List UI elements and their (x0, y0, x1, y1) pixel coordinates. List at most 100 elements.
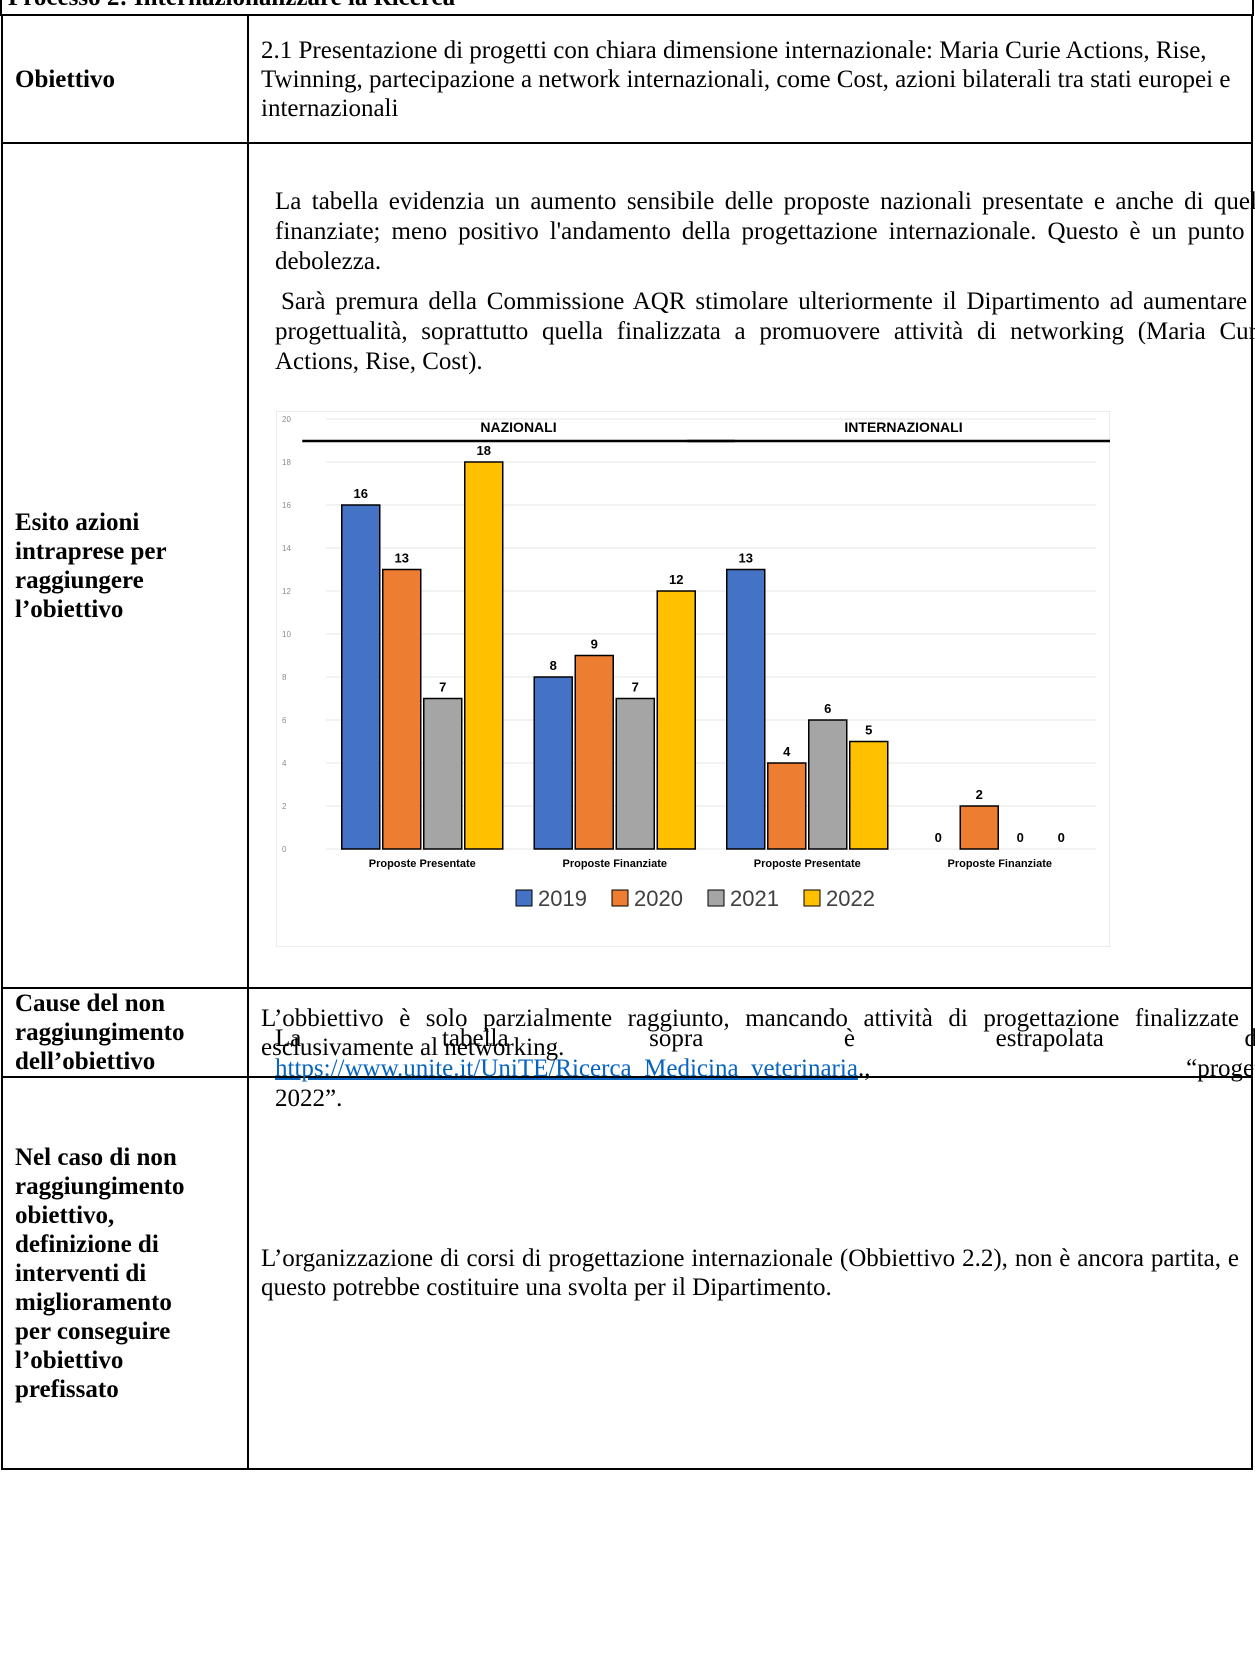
legend-swatch (515, 889, 533, 907)
y-tick-label: 2 (282, 802, 287, 811)
obiettivo-label: Obiettivo (1, 14, 249, 144)
source-link[interactable]: https://www.unite.it/UniTE/Ricerca_Medic… (275, 1055, 858, 1082)
bar-data-label: 13 (739, 551, 753, 566)
y-tick-label: 10 (282, 630, 291, 639)
cite-after-link: ., (857, 1055, 871, 1082)
bar-data-label: 5 (865, 723, 872, 738)
interventi-label-line: raggiungimento (15, 1172, 185, 1200)
y-tick-label: 0 (282, 845, 287, 854)
bar-data-label: 4 (783, 744, 791, 759)
bar-data-label: 7 (632, 680, 639, 695)
citation-line-3: 2022”. (275, 1085, 343, 1112)
report-table: Obiettivo 2.1 Presentazione di progetti … (1, 14, 1255, 1470)
bar-data-label: 8 (550, 658, 557, 673)
cite-link-group: https://www.unite.it/UniTE/Ricerca_Medic… (275, 1054, 870, 1084)
interventi-label-line: interventi di (15, 1259, 147, 1287)
cause-label: Cause del non raggiungimento dell’obiett… (1, 987, 249, 1078)
cite-word: dal (1244, 1025, 1255, 1052)
y-tick-label: 14 (282, 544, 291, 553)
page-title: Processo 2: Internazionalizzare la Ricer… (8, 0, 455, 12)
legend-label: 2019 (538, 886, 587, 911)
bar-data-label: 6 (824, 701, 831, 716)
bar-data-label: 12 (669, 572, 683, 587)
y-tick-label: 8 (282, 673, 287, 682)
category-label: Proposte Presentate (369, 858, 476, 870)
interventi-label-line: Nel caso di non (15, 1143, 177, 1171)
esito-paragraph-2: Sarà premura della Commissione AQR stimo… (275, 288, 1255, 375)
interventi-label-line: prefissato (15, 1375, 119, 1403)
bar (849, 740, 889, 850)
cause-label-line: dell’obiettivo (15, 1048, 156, 1075)
cite-word: estrapolata (995, 1025, 1104, 1052)
row-interventi: Nel caso di non raggiungimento obiettivo… (1, 1076, 1253, 1470)
y-tick-label: 18 (282, 458, 291, 467)
interventi-label-line: per conseguire (15, 1317, 171, 1345)
bar (656, 590, 696, 850)
bar-data-label: 7 (439, 680, 446, 695)
esito-paragraph-1: La tabella evidenzia un aumento sensibil… (275, 188, 1255, 275)
cause-text: L’obbiettivo è solo parzialmente raggiun… (247, 987, 1253, 1078)
obiettivo-text: 2.1 Presentazione di progetti con chiara… (247, 14, 1253, 144)
esito-label-line: intraprese per (15, 537, 167, 565)
bar (423, 697, 463, 850)
bar (341, 504, 381, 850)
cite-word: tabella (441, 1025, 509, 1052)
category-label: Proposte Finanziate (562, 858, 667, 870)
interventi-label-line: l’obiettivo (15, 1346, 124, 1374)
esito-content: La tabella evidenzia un aumento sensibil… (247, 142, 1255, 1112)
group-header: NAZIONALI (480, 419, 556, 435)
y-tick-label: 20 (282, 415, 291, 424)
bar (808, 719, 848, 850)
cite-word: sopra (649, 1025, 704, 1052)
legend-swatch (611, 889, 629, 907)
bar-data-label: 2 (976, 787, 983, 802)
esito-label: Esito azioni intraprese per raggiungere … (1, 142, 249, 989)
projects-chart: 0 2 4 6 8 10 12 14 16 18 20 NAZIONALI INTERNAZIONAL… (275, 410, 1120, 948)
source-citation: La tabella sopra è estrapolata dal https… (275, 1024, 1255, 1114)
cite-word: è (843, 1025, 856, 1052)
legend-label: 2022 (826, 886, 875, 911)
bar-data-label: 0 (1058, 830, 1065, 845)
cite-quote-a: “progetti (1186, 1055, 1255, 1082)
bar-data-label: 0 (935, 830, 942, 845)
interventi-text: L’organizzazione di corsi di progettazio… (247, 1076, 1253, 1470)
row-cause: Cause del non raggiungimento dell’obiett… (1, 987, 1253, 1078)
bar-data-label: 18 (477, 443, 491, 458)
y-tick-label: 12 (282, 587, 291, 596)
bar-data-label: 13 (395, 551, 409, 566)
citation-line-2: https://www.unite.it/UniTE/Ricerca_Medic… (275, 1054, 1255, 1084)
legend-swatch (803, 889, 821, 907)
group-header: INTERNAZIONALI (844, 419, 962, 435)
cause-label-line: Cause del non (15, 990, 166, 1017)
y-tick-label: 6 (282, 716, 287, 725)
esito-label-line: raggiungere (15, 566, 144, 594)
bar (382, 568, 422, 850)
y-tick-label: 4 (282, 759, 287, 768)
citation-line-1: La tabella sopra è estrapolata dal (275, 1024, 1255, 1054)
bar (959, 805, 999, 850)
category-label: Proposte Finanziate (947, 858, 1052, 870)
interventi-label-line: obiettivo, (15, 1201, 115, 1229)
cause-label-line: raggiungimento (15, 1019, 185, 1046)
category-label: Proposte Presentate (754, 858, 861, 870)
bar (533, 676, 573, 850)
legend-swatch (707, 889, 725, 907)
interventi-label: Nel caso di non raggiungimento obiettivo… (1, 1076, 249, 1470)
interventi-label-line: miglioramento (15, 1288, 172, 1316)
esito-label-line: Esito azioni (15, 508, 140, 536)
bar-data-label: 9 (591, 637, 598, 652)
bar (464, 461, 504, 850)
cite-word: La (275, 1025, 302, 1052)
bar (767, 762, 807, 850)
bar (615, 697, 655, 850)
bar-data-label: 16 (354, 486, 368, 501)
esito-label-line: l’obiettivo (15, 595, 124, 623)
y-tick-label: 16 (282, 501, 291, 510)
legend-label: 2020 (634, 886, 683, 911)
bar-data-label: 0 (1017, 830, 1024, 845)
row-esito: Esito azioni intraprese per raggiungere … (1, 142, 1255, 1112)
legend-label: 2021 (730, 886, 779, 911)
interventi-label-line: definizione di (15, 1230, 159, 1258)
bar (726, 568, 766, 850)
